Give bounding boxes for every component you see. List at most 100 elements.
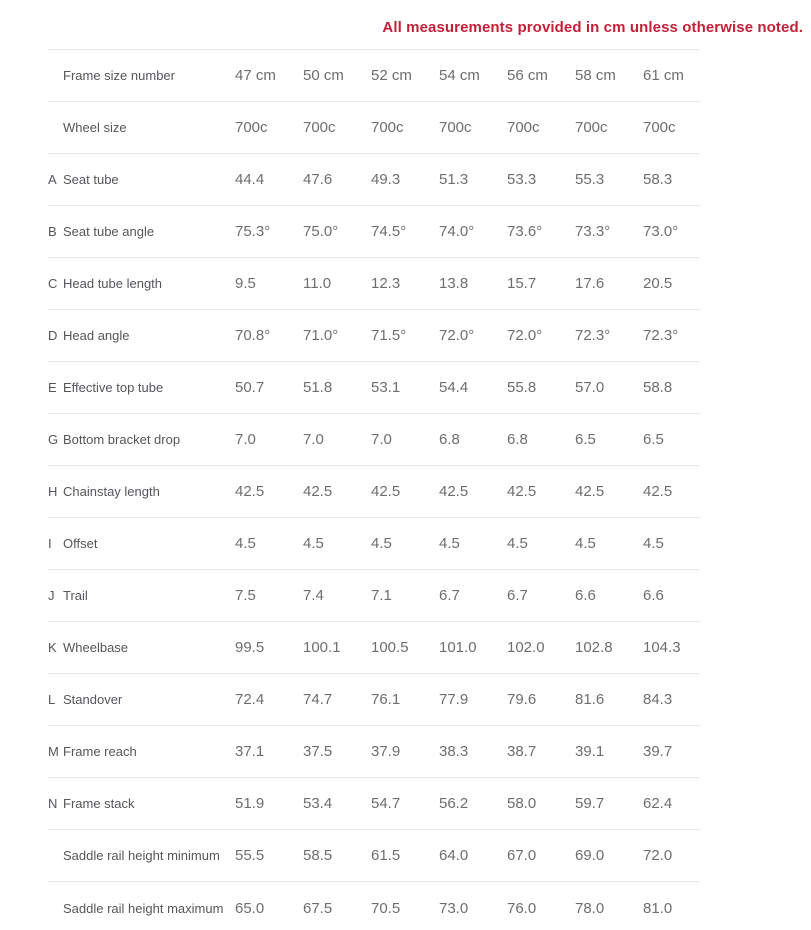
cell-value: 59.7 — [575, 795, 605, 812]
cell-value: 39.7 — [643, 743, 673, 760]
cell-value: 17.6 — [575, 275, 605, 292]
table-row: B Seat tube angle 75.3° 75.0° 74.5° 74.0° 73.6… — [48, 206, 700, 258]
cell-value: 71.0° — [303, 327, 339, 344]
cell-value: 53.4 — [303, 795, 333, 812]
row-label: Frame size number — [63, 68, 175, 83]
table-row: Saddle rail height maximum 65.0 67.5 70.5 73… — [48, 882, 700, 930]
table-row: C Head tube length 9.5 11.0 12.3 13.8 15.7 17.6… — [48, 258, 700, 310]
cell-value: 102.8 — [575, 639, 613, 656]
cell-value: 72.3° — [643, 327, 679, 344]
cell-value: 55.3 — [575, 171, 605, 188]
cell-value: 73.6° — [507, 223, 543, 240]
cell-value: 76.0 — [507, 899, 537, 917]
row-label: Bottom bracket drop — [63, 432, 181, 447]
cell-value: 58.3 — [643, 171, 673, 188]
cell-value: 4.5 — [303, 535, 324, 552]
row-letter: K — [48, 640, 57, 655]
cell-value: 51.3 — [439, 171, 469, 188]
cell-value: 12.3 — [371, 275, 401, 292]
cell-value: 78.0 — [575, 899, 605, 917]
cell-value: 69.0 — [575, 847, 605, 864]
cell-value: 57.0 — [575, 379, 605, 396]
cell-value: 42.5 — [235, 483, 265, 500]
row-letter: J — [48, 588, 55, 603]
cell-value: 700c — [507, 119, 540, 136]
cell-value: 99.5 — [235, 639, 265, 656]
cell-value: 39.1 — [575, 743, 605, 760]
cell-value: 6.5 — [643, 431, 664, 448]
table-row: D Head angle 70.8° 71.0° 71.5° 72.0° 72.0° 72.3… — [48, 310, 700, 362]
cell-value: 700c — [575, 119, 608, 136]
table-row: N Frame stack 51.9 53.4 54.7 56.2 58.0 59.7 62.4 — [48, 778, 700, 830]
cell-value: 73.0° — [643, 223, 679, 240]
cell-value: 65.0 — [235, 899, 265, 917]
cell-value: 7.5 — [235, 587, 256, 604]
row-letter: N — [48, 796, 58, 811]
cell-value: 73.0 — [439, 899, 469, 917]
cell-value: 73.3° — [575, 223, 611, 240]
table-row: E Effective top tube 50.7 51.8 53.1 54.4 55.8 5… — [48, 362, 700, 414]
cell-value: 700c — [235, 119, 268, 136]
cell-value: 70.8° — [235, 327, 271, 344]
cell-value: 53.3 — [507, 171, 537, 188]
row-letter: G — [48, 432, 59, 447]
row-letter: D — [48, 328, 58, 343]
cell-value: 101.0 — [439, 639, 477, 656]
cell-value: 77.9 — [439, 691, 469, 708]
cell-value: 6.8 — [439, 431, 460, 448]
cell-value: 4.5 — [235, 535, 256, 552]
row-label: Seat tube — [63, 172, 119, 187]
cell-value: 44.4 — [235, 171, 265, 188]
cell-value: 58.5 — [303, 847, 333, 864]
row-label: Seat tube angle — [63, 224, 155, 239]
cell-value: 84.3 — [643, 691, 673, 708]
cell-value: 11.0 — [303, 275, 332, 292]
cell-value: 7.0 — [303, 431, 324, 448]
cell-value: 62.4 — [643, 795, 673, 812]
cell-value: 6.7 — [439, 587, 460, 604]
table-row: G Bottom bracket drop 7.0 7.0 7.0 6.8 6.8 6.5 6.… — [48, 414, 700, 466]
cell-value: 38.7 — [507, 743, 537, 760]
cell-value: 75.3° — [235, 223, 271, 240]
cell-value: 20.5 — [643, 275, 673, 292]
cell-value: 47 cm — [235, 67, 276, 84]
table-row: K Wheelbase 99.5 100.1 100.5 101.0 102.0 102.8 1… — [48, 622, 700, 674]
cell-value: 6.6 — [575, 587, 596, 604]
table-row: J Trail 7.5 7.4 7.1 6.7 6.7 6.6 6.6 — [48, 570, 700, 622]
row-label: Saddle rail height minimum — [63, 848, 220, 863]
cell-value: 58.0 — [507, 795, 537, 812]
cell-value: 7.1 — [371, 587, 392, 604]
cell-value: 81.6 — [575, 691, 605, 708]
cell-value: 4.5 — [507, 535, 528, 552]
row-label: Offset — [63, 536, 98, 551]
cell-value: 700c — [643, 119, 676, 136]
cell-value: 72.0 — [643, 847, 673, 864]
cell-value: 42.5 — [575, 483, 605, 500]
cell-value: 81.0 — [643, 899, 673, 917]
cell-value: 100.5 — [371, 639, 409, 656]
row-label: Trail — [63, 588, 88, 603]
cell-value: 700c — [303, 119, 336, 136]
cell-value: 51.9 — [235, 795, 265, 812]
row-label: Frame reach — [63, 744, 137, 759]
cell-value: 49.3 — [371, 171, 401, 188]
cell-value: 4.5 — [439, 535, 460, 552]
table-header-row: Frame size number 47 cm 50 cm 52 cm 54 cm 56 … — [48, 50, 700, 102]
cell-value: 71.5° — [371, 327, 407, 344]
cell-value: 74.5° — [371, 223, 407, 240]
cell-value: 54.7 — [371, 795, 401, 812]
cell-value: 51.8 — [303, 379, 333, 396]
cell-value: 67.0 — [507, 847, 537, 864]
cell-value: 37.1 — [235, 743, 265, 760]
cell-value: 55.8 — [507, 379, 537, 396]
cell-value: 50.7 — [235, 379, 265, 396]
table-row: Wheel size 700c 700c 700c 700c 700c 700c 700c — [48, 102, 700, 154]
cell-value: 52 cm — [371, 67, 412, 84]
table-row: I Offset 4.5 4.5 4.5 4.5 4.5 4.5 4.5 — [48, 518, 700, 570]
cell-value: 64.0 — [439, 847, 469, 864]
row-letter: E — [48, 380, 57, 395]
cell-value: 61 cm — [643, 67, 684, 84]
cell-value: 4.5 — [575, 535, 596, 552]
table-row: Saddle rail height minimum 55.5 58.5 61.5 64… — [48, 830, 700, 882]
cell-value: 58.8 — [643, 379, 673, 396]
